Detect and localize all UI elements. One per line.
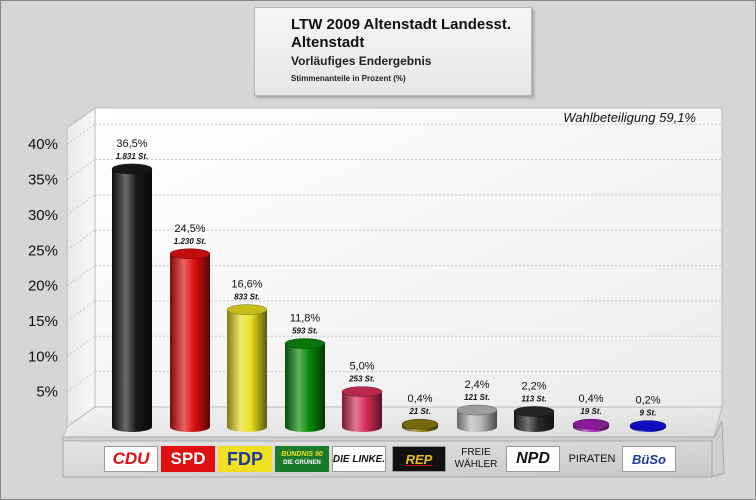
bar-top	[284, 338, 326, 349]
bar-votes-label: 19 St.	[580, 407, 601, 416]
gridline-side	[66, 123, 96, 145]
logo-fw-bottom: WÄHLER	[454, 459, 498, 470]
logo-spd: SPD	[161, 446, 215, 472]
bar-value-label: 11,8%	[290, 313, 321, 325]
logo-spd-text: SPD	[170, 449, 206, 468]
bar-top	[169, 248, 211, 260]
y-tick-label: 5%	[36, 384, 58, 401]
gridline-side	[66, 371, 96, 393]
logo-cdu: CDU	[104, 446, 158, 472]
chart-subtitle: Vorläufiges Endergebnis	[291, 54, 432, 68]
bar-votes-label: 1.230 St.	[174, 237, 206, 246]
bar-bottom	[285, 422, 325, 432]
bar-bottom	[457, 422, 497, 432]
bar-votes-label: 253 St.	[348, 375, 375, 384]
bar-top	[572, 418, 610, 430]
bar-value-label: 24,5%	[174, 223, 205, 235]
y-tick-label: 20%	[28, 278, 58, 295]
logo-cdu-text: CDU	[112, 449, 150, 468]
bar	[227, 309, 267, 427]
chart-subsubtitle: Stimmenanteile in Prozent (%)	[291, 74, 406, 83]
gridline-side	[66, 194, 96, 216]
bar	[170, 253, 210, 427]
logo-gruene-top: BÜNDNIS 90	[281, 451, 323, 458]
bar-top	[341, 386, 383, 397]
gridline-side	[66, 335, 96, 357]
bar	[285, 343, 325, 427]
gridline-side	[66, 265, 96, 287]
gridline-side	[66, 159, 96, 180]
logo-piraten: PIRATEN	[563, 446, 621, 472]
bar-bottom	[170, 422, 210, 432]
chart-floor	[62, 406, 723, 438]
logo-rep-text: REP	[405, 451, 433, 467]
bar-value-label: 16,6%	[231, 279, 262, 291]
y-tick-label: 10%	[28, 348, 58, 365]
logo-bueso: BüSo	[622, 446, 676, 472]
bar	[112, 168, 152, 427]
logo-gruene: BÜNDNIS 90 DIE GRÜNEN	[275, 446, 329, 472]
logo-fdp-text: FDP	[227, 448, 263, 469]
y-tick-label: 30%	[28, 207, 58, 224]
y-tick-label: 40%	[28, 136, 58, 153]
title-box: LTW 2009 Altenstadt Landesst. Altenstadt…	[254, 7, 532, 96]
logo-linke-text: DIE LINKE.	[332, 453, 386, 465]
bar-votes-label: 21 St.	[408, 407, 430, 416]
chart-title: LTW 2009 Altenstadt Landesst. Altenstadt	[291, 16, 512, 51]
bar-bottom	[514, 422, 554, 432]
bar-value-label: 0,4%	[407, 393, 432, 405]
gridline-side	[66, 300, 96, 322]
bar-value-label: 2,2%	[521, 380, 546, 392]
bar-top	[401, 418, 439, 430]
bar-votes-label: 833 St.	[234, 293, 260, 302]
bar-value-label: 5,0%	[349, 361, 374, 373]
logo-npd: NPD	[506, 446, 560, 472]
bar-bottom	[227, 422, 267, 432]
bar-votes-label: 9 St.	[640, 409, 657, 418]
bar-value-label: 0,4%	[578, 393, 603, 405]
logo-rep: REP	[392, 446, 446, 472]
bar-top	[456, 404, 498, 416]
bar-votes-label: 121 St.	[464, 393, 490, 402]
party-logos: CDU SPD FDP BÜNDNIS 90 DIE GRÜNEN DIE LI…	[104, 446, 684, 474]
chart-side-wall	[66, 107, 96, 428]
logo-npd-text: NPD	[516, 450, 550, 467]
y-tick-label: 35%	[28, 172, 58, 189]
bar-votes-label: 113 St.	[521, 394, 546, 403]
bar-value-label: 2,4%	[464, 379, 489, 391]
gridline-side	[66, 229, 96, 251]
bar-bottom	[112, 422, 152, 432]
logo-bueso-text: BüSo	[632, 451, 666, 467]
bar	[342, 391, 382, 427]
logo-gruene-bottom: DIE GRÜNEN	[283, 460, 321, 466]
logo-linke: DIE LINKE.	[332, 446, 386, 472]
bar-top	[226, 304, 268, 315]
bar-votes-label: 593 St.	[292, 327, 318, 336]
turnout-label: Wahlbeteiligung 59,1%	[563, 110, 696, 125]
bar-value-label: 36,5%	[116, 138, 147, 150]
bar-top	[629, 420, 667, 431]
bar-top	[111, 163, 153, 175]
y-tick-label: 15%	[28, 313, 58, 330]
logo-fdp: FDP	[218, 446, 272, 472]
logo-piraten-text: PIRATEN	[568, 453, 616, 465]
bar-value-label: 0,2%	[635, 395, 660, 407]
logo-fw-top: FREIE	[461, 447, 491, 458]
y-tick-label: 25%	[28, 242, 58, 259]
bar-votes-label: 1.831 St.	[116, 152, 148, 161]
bar-bottom	[342, 422, 382, 432]
logo-freie-waehler: FREIE WÄHLER	[449, 446, 503, 472]
bar-top	[513, 406, 555, 417]
